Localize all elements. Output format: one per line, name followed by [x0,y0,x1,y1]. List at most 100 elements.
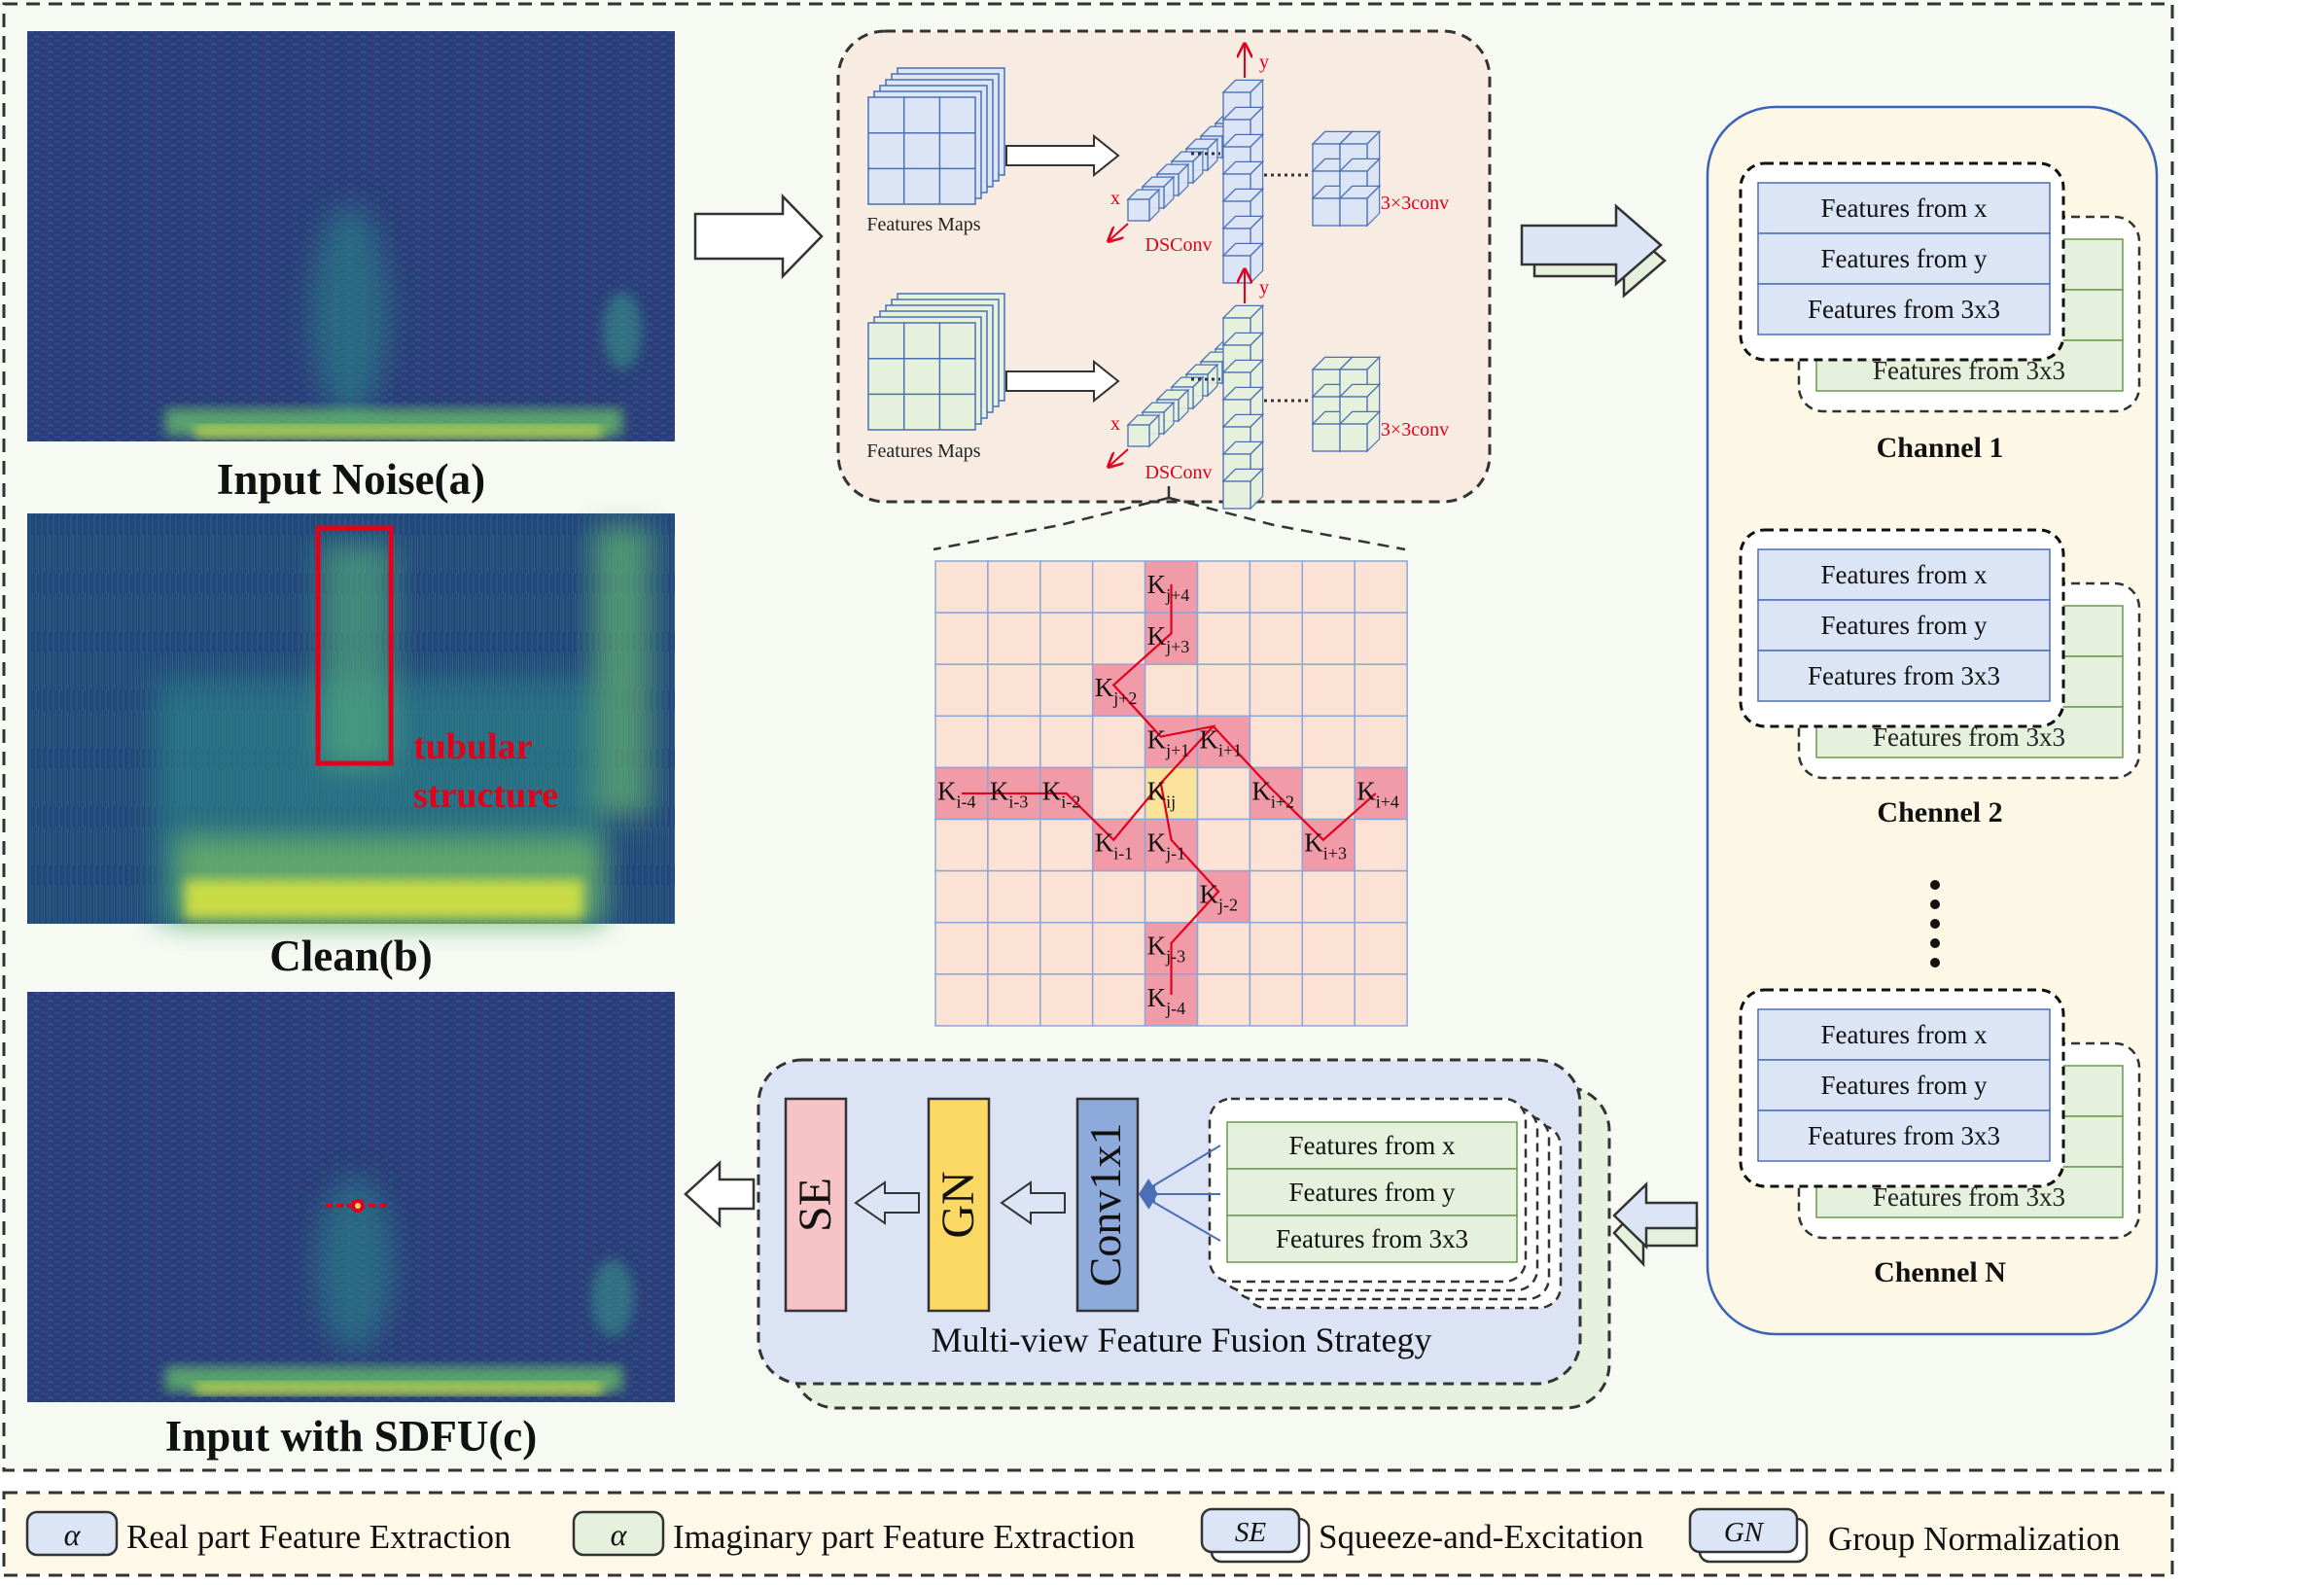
grid-cell [1196,766,1251,821]
spectrogram-sdfu [27,992,675,1402]
axis-y-bottom: y [1259,277,1269,299]
fusion-feature-label: Features from 3x3 [1276,1224,1468,1253]
grid-cell [1249,663,1304,718]
main-frame [2,2,2174,1472]
grid-cell [987,869,1041,924]
arrow-to-dsconv [693,193,824,280]
conv-label-bottom: 3×3conv [1381,419,1449,440]
grid-cell [1091,869,1146,924]
grid-cell [1196,818,1251,872]
kernel-label: Ki+2 [1251,776,1294,811]
conv1x1-label: Conv1x1 [1080,1123,1130,1287]
grid-cell [1249,715,1304,769]
kernel-path [961,583,1216,842]
grid-cell [1301,921,1356,975]
kernel-label: Ki+4 [1356,776,1399,811]
grid-cell [987,921,1041,975]
grid-cell [1039,869,1094,924]
grid-cell [934,921,989,975]
grid-cell [1091,766,1146,821]
grid-cell [1091,612,1146,665]
kernel-label: Ki-4 [937,776,976,811]
channel-ellipsis [1930,880,1940,968]
channel-feature-label: Features from y [1821,1071,1988,1100]
kernel-label: Kj+1 [1147,724,1190,759]
grid-cell [1039,715,1094,769]
grid-cell [1354,612,1408,665]
clean-caption: Clean(b) [269,932,433,980]
grid-cell [1301,663,1356,718]
legend-real-label: Real part Feature Extraction [126,1518,511,1556]
arrow-conv-to-gn [1000,1180,1066,1225]
gn-label: GN [933,1171,984,1238]
kernel-label: Kj-4 [1147,983,1186,1018]
grid-cell [987,612,1041,665]
kernel-label: Ki+1 [1200,724,1243,759]
legend-se-label: Squeeze-and-Excitation [1319,1518,1643,1556]
grid-cell [1144,818,1199,872]
grid-cell [1039,560,1094,614]
grid-cell [987,973,1041,1027]
grid-cell [1354,560,1408,614]
grid-cell [1039,612,1094,665]
legend-gn-symbol: GN [1724,1517,1765,1548]
grid-cell [1249,612,1304,665]
kernel-label: Kj+3 [1147,621,1190,656]
grid-cell [1249,560,1304,614]
se-label: SE [790,1178,841,1232]
channel-group: Features from 3x3 Features from x Features… [1739,161,2141,464]
grid-cell [1301,715,1356,769]
grid-cell [1249,973,1304,1027]
sdfu-marker [326,1199,389,1213]
spectrogram-clean [27,513,675,924]
channels-list: Features from 3x3 Features from x Features… [1739,161,2141,1288]
features-maps-label-bottom: Features Maps [866,440,980,462]
legend-imag-label: Imaginary part Feature Extraction [673,1518,1135,1556]
dsconv-y-column [1221,78,1265,285]
arrow-maps-to-dsconv [1005,133,1120,178]
dsconv-label-top: DSConv [1145,234,1213,256]
channel-feature-label: Features from x [1821,1020,1988,1049]
grid-cell [987,560,1041,614]
kernel-path [1212,725,1377,842]
legend-gn-swatch [1688,1507,1799,1554]
fusion-fan-arrows [1138,1145,1221,1242]
grid-cell [934,560,989,614]
legend-real-swatch [25,1510,119,1557]
grid-cell [1301,973,1356,1027]
grid-cell [1039,663,1094,718]
grid-cell [1249,921,1304,975]
kernel-label: Kij [1147,776,1177,811]
grid-cell [934,612,989,665]
grid-cell [1249,818,1304,872]
channel-feature-label: Features from 3x3 [1808,1121,2000,1150]
kernel-label: Ki-1 [1095,828,1134,863]
legend-se-swatch [1200,1507,1301,1554]
grid-cell [1144,663,1199,718]
arrow-maps-to-dsconv [1005,359,1120,404]
axis-x-top: x [1110,188,1120,209]
dsconv-row-bottom [867,269,1382,511]
grid-cell [1196,973,1251,1027]
grid-cell [1301,612,1356,665]
grid-cell [1039,973,1094,1027]
kernel-label: Ki-2 [1042,776,1081,811]
spectrogram-noise [27,31,675,441]
grid-cell [1196,663,1251,718]
grid-cell [1301,560,1356,614]
grid-cell [1144,715,1199,769]
kernel-label: Ki+3 [1304,828,1347,863]
conv3x3-block [1311,355,1382,453]
kernel-grid: Kj+4 Kj+3 Kj+2 Kj+1 Ki+1 Ki-4 Ki-3 Ki-2 Kij Ki+2 K… [934,560,1408,1027]
arrow-to-sdfu [684,1160,756,1228]
grid-cell [1354,869,1408,924]
grid-cell [1196,612,1251,665]
grid-cell [1354,973,1408,1027]
legend-frame [2,1491,2174,1577]
feature-maps-stack [867,293,1005,431]
tubular-label-1: tubular [413,726,533,767]
tubular-label-2: structure [413,775,558,816]
channel-feature-label: Features from y [1821,611,1988,640]
channel-group: Features from 3x3 Features from x Features… [1739,988,2141,1288]
channel-feature-label: Features from x [1821,560,1988,589]
